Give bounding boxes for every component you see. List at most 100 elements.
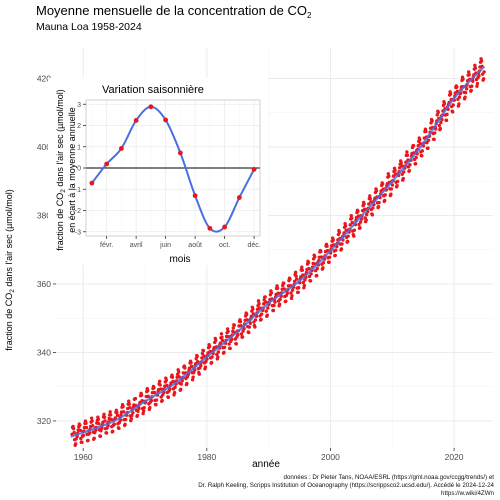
main-data-point bbox=[337, 230, 342, 235]
main-data-point bbox=[158, 383, 162, 387]
main-data-point bbox=[228, 346, 232, 351]
main-data-point bbox=[222, 350, 226, 355]
main-data-point bbox=[405, 150, 409, 154]
inset-x-tick-label: oct. bbox=[219, 242, 230, 249]
main-data-point bbox=[179, 387, 183, 392]
main-data-point bbox=[477, 74, 481, 78]
main-data-point bbox=[180, 379, 184, 383]
main-data-point bbox=[131, 411, 135, 415]
main-data-point bbox=[301, 280, 306, 285]
main-data-point bbox=[231, 326, 235, 330]
main-data-point bbox=[149, 398, 154, 403]
main-data-point bbox=[123, 417, 128, 422]
main-data-point bbox=[160, 398, 164, 403]
main-data-point bbox=[247, 330, 251, 335]
main-data-point bbox=[170, 375, 175, 379]
main-data-point bbox=[99, 429, 103, 433]
main-data-point bbox=[383, 193, 387, 197]
main-data-point bbox=[152, 390, 157, 395]
main-data-point bbox=[430, 119, 434, 123]
main-data-point bbox=[475, 81, 480, 86]
main-data-point bbox=[137, 406, 141, 411]
main-data-point bbox=[424, 129, 428, 134]
main-x-tick-label: 2000 bbox=[321, 452, 340, 462]
main-data-point bbox=[432, 137, 436, 142]
main-data-point bbox=[289, 291, 293, 295]
main-data-point bbox=[78, 428, 83, 433]
main-data-point bbox=[309, 272, 313, 276]
main-data-point bbox=[457, 102, 461, 106]
main-data-point bbox=[435, 113, 439, 117]
main-data-point bbox=[179, 382, 183, 386]
main-data-point bbox=[216, 355, 220, 359]
main-data-point bbox=[315, 266, 319, 271]
inset-title: Variation saisonnière bbox=[102, 84, 204, 96]
main-data-point bbox=[420, 149, 425, 153]
main-data-point bbox=[90, 424, 95, 428]
main-data-point bbox=[111, 429, 115, 434]
main-data-point bbox=[197, 372, 201, 376]
seasonal-inset: Variation saisonnière févr. avril juin août… bbox=[48, 78, 268, 265]
main-data-point bbox=[90, 419, 94, 423]
inset-x-axis-label: mois bbox=[169, 254, 190, 265]
main-data-point bbox=[285, 291, 290, 295]
main-data-point bbox=[86, 438, 90, 443]
main-data-point bbox=[376, 204, 381, 209]
main-data-point bbox=[239, 332, 244, 336]
main-data-point bbox=[469, 88, 473, 93]
main-data-point bbox=[81, 433, 86, 438]
main-data-point bbox=[418, 138, 422, 142]
main-x-tick-label: 1980 bbox=[197, 452, 216, 462]
main-data-point bbox=[319, 249, 323, 254]
main-data-point bbox=[467, 73, 471, 77]
main-data-point bbox=[350, 216, 354, 220]
main-data-point bbox=[117, 426, 121, 431]
main-data-point bbox=[104, 431, 109, 435]
main-data-point bbox=[389, 192, 393, 196]
main-y-tick-label: 400 bbox=[37, 142, 51, 152]
main-data-point bbox=[189, 364, 194, 368]
main-data-point bbox=[236, 333, 240, 337]
main-data-point bbox=[401, 176, 405, 181]
main-data-point bbox=[284, 299, 288, 303]
main-data-point bbox=[368, 196, 373, 201]
inset-data-point bbox=[192, 193, 198, 199]
main-data-point bbox=[248, 321, 252, 325]
main-data-point bbox=[199, 363, 203, 368]
main-data-point bbox=[334, 248, 338, 252]
main-data-point bbox=[273, 300, 277, 304]
main-data-point bbox=[191, 375, 195, 379]
main-data-point bbox=[321, 266, 325, 270]
main-data-point bbox=[98, 434, 103, 439]
main-data-point bbox=[278, 297, 282, 301]
main-data-point bbox=[257, 301, 261, 306]
main-data-point bbox=[220, 338, 225, 343]
main-data-point bbox=[130, 413, 134, 418]
main-data-point bbox=[442, 102, 447, 106]
main-data-point bbox=[171, 379, 175, 384]
main-data-point bbox=[282, 287, 286, 291]
main-data-point bbox=[256, 299, 261, 303]
main-data-point bbox=[420, 154, 424, 158]
inset-y-tick-label: 2 bbox=[77, 123, 81, 130]
main-data-point bbox=[399, 161, 403, 165]
main-data-point bbox=[307, 274, 312, 279]
main-data-point bbox=[436, 110, 440, 114]
main-data-point bbox=[244, 312, 249, 317]
main-data-point bbox=[414, 155, 418, 160]
main-data-point bbox=[251, 307, 255, 311]
main-data-point bbox=[121, 410, 126, 414]
inset-data-point bbox=[236, 195, 242, 200]
main-data-point bbox=[294, 274, 298, 278]
main-data-point bbox=[303, 278, 307, 282]
main-data-point bbox=[164, 378, 169, 383]
main-data-point bbox=[327, 260, 331, 264]
inset-data-point bbox=[104, 161, 110, 167]
main-data-point bbox=[444, 118, 449, 123]
main-data-point bbox=[395, 179, 400, 184]
main-y-tick-label: 360 bbox=[37, 279, 51, 289]
main-data-point bbox=[365, 212, 369, 217]
main-data-point bbox=[340, 242, 344, 246]
main-data-point bbox=[183, 366, 187, 370]
main-data-point bbox=[331, 238, 335, 242]
